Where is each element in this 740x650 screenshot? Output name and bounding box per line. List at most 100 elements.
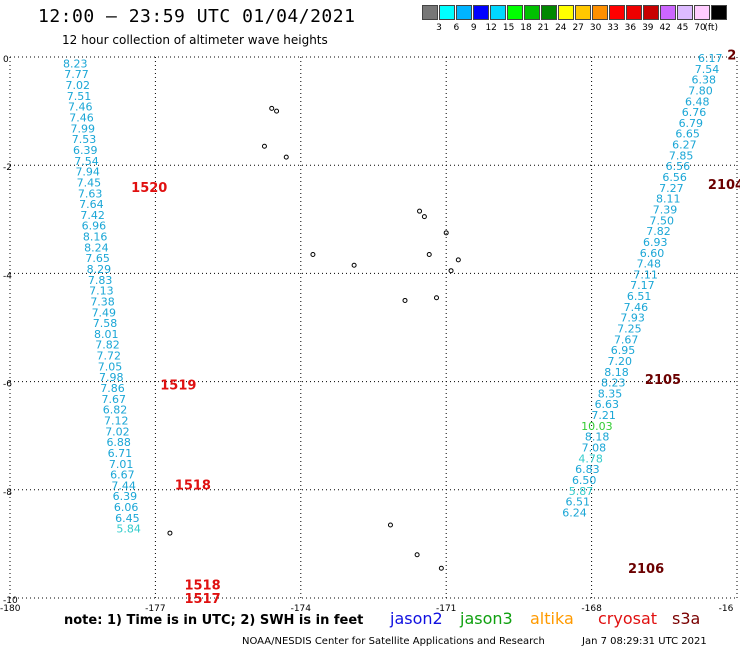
wave-height-value: 7.63 — [78, 187, 103, 200]
wave-height-value: 6.45 — [115, 512, 140, 525]
wave-height-value: 8.23 — [601, 377, 626, 390]
page-subtitle: 12 hour collection of altimeter wave hei… — [62, 33, 328, 47]
page-title: 12:00 — 23:59 UTC 01/04/2021 — [38, 6, 356, 27]
wave-height-value: 7.21 — [591, 409, 616, 422]
color-scale-tick: 42 — [659, 23, 671, 33]
pass-time-label: 2105 — [645, 373, 681, 388]
color-scale-tick: 70 — [694, 23, 706, 33]
color-scale-tick: 27 — [572, 23, 584, 33]
color-swatch — [490, 5, 506, 20]
mission-label-s3a: s3a — [672, 609, 701, 628]
wave-height-value: 8.18 — [585, 431, 610, 444]
wave-height-value: 8.24 — [84, 241, 109, 254]
color-scale-tick: 12 — [485, 23, 497, 33]
latitude-tick-label: -2 — [3, 163, 12, 173]
island-outline — [448, 268, 454, 274]
island-outline — [421, 214, 427, 220]
latitude-tick-label: -8 — [3, 488, 12, 498]
color-scale-tick: 33 — [607, 23, 619, 33]
island-outline — [438, 565, 444, 571]
color-scale-tick: 3 — [436, 23, 442, 33]
wave-height-value: 6.83 — [575, 463, 600, 476]
wave-height-value: 6.39 — [113, 490, 138, 503]
longitude-tick-label: -174 — [291, 604, 312, 614]
wave-height-value: 6.71 — [108, 447, 133, 460]
wave-height-value: 7.93 — [620, 312, 645, 325]
longitude-tick-label: -171 — [436, 604, 456, 614]
wave-height-value: 7.38 — [90, 295, 115, 308]
wave-height-value: 7.67 — [614, 333, 639, 346]
color-scale-tick: 15 — [502, 23, 515, 33]
color-swatch — [592, 5, 608, 20]
wave-height-value: 7.45 — [77, 176, 102, 189]
longitude-tick-label: -16 — [719, 604, 734, 614]
color-swatch — [456, 5, 472, 20]
wave-height-value: 7.94 — [75, 166, 100, 179]
pass-time-label: 2 — [727, 48, 736, 63]
color-scale-unit: (ft) — [704, 23, 718, 33]
generated-timestamp: Jan 7 08:29:31 UTC 2021 — [582, 636, 707, 647]
color-scale-tick: 9 — [470, 23, 477, 33]
island-outline — [274, 108, 280, 114]
wave-height-value: 6.51 — [627, 290, 652, 303]
color-scale-tick: 30 — [589, 23, 602, 33]
wave-height-value: 6.88 — [106, 436, 131, 449]
wave-height-value: 7.27 — [659, 182, 684, 195]
wave-height-value: 7.17 — [630, 279, 655, 292]
island-outline — [455, 257, 461, 263]
wave-height-value: 8.01 — [94, 328, 119, 341]
wave-height-value: 7.11 — [633, 268, 658, 281]
wave-height-value: 6.24 — [562, 506, 587, 519]
color-scale-tick: 39 — [642, 23, 654, 33]
island-outline — [261, 143, 267, 149]
wave-height-value: 7.54 — [74, 155, 99, 168]
wave-height-value: 8.35 — [598, 387, 623, 400]
wave-height-value: 6.82 — [103, 404, 128, 417]
color-swatch — [694, 5, 710, 20]
wave-height-value: 7.25 — [617, 323, 642, 336]
wave-height-value: 7.12 — [104, 414, 129, 427]
mission-label-jason3: jason3 — [460, 609, 513, 628]
color-swatch — [643, 5, 659, 20]
island-outline — [351, 262, 357, 268]
wave-height-value: 7.48 — [637, 258, 662, 271]
wave-height-value: 7.13 — [89, 285, 114, 298]
pass-time-label: 2104 — [708, 178, 740, 193]
wave-height-value: 5.84 — [116, 523, 141, 536]
wave-height-value: 6.56 — [666, 160, 691, 173]
wave-height-value: 6.38 — [691, 74, 716, 87]
color-scale-tick: 24 — [555, 23, 567, 33]
wave-height-value: 7.02 — [66, 79, 91, 92]
wave-height-value: 8.16 — [83, 231, 108, 244]
wave-height-value: 7.77 — [64, 68, 89, 81]
pass-time-label: 1518 — [175, 478, 211, 493]
wave-height-value: 4.78 — [578, 452, 603, 465]
color-swatch — [558, 5, 574, 20]
wave-height-value: 6.63 — [595, 398, 620, 411]
island-outline — [387, 522, 393, 528]
axis-labels: -180 -177 -174 -171 -168 -16 0 -2 -4 -6 -8 -10 — [0, 55, 734, 614]
wave-height-value: 7.51 — [67, 90, 92, 103]
wave-height-value: 7.85 — [669, 149, 694, 162]
wave-height-value: 7.46 — [68, 101, 93, 114]
wave-height-value: 6.06 — [114, 501, 139, 514]
wave-height-value: 6.67 — [110, 469, 135, 482]
island-outlines — [167, 105, 461, 571]
wave-height-value: 7.05 — [98, 360, 123, 373]
wave-height-value: 6.95 — [611, 344, 636, 357]
pass-time-label: 1520 — [131, 181, 167, 196]
wave-height-value: 7.39 — [653, 203, 678, 216]
pass-time-label: 1519 — [160, 378, 196, 393]
wave-height-value: 6.48 — [685, 95, 710, 108]
wave-height-value: 7.72 — [97, 350, 122, 363]
color-swatch — [575, 5, 591, 20]
color-swatch — [439, 5, 455, 20]
color-scale-tick: 6 — [453, 23, 460, 33]
wave-height-value: 7.80 — [688, 84, 713, 97]
wave-height-value: 6.65 — [675, 128, 700, 141]
wave-height-value: 7.58 — [93, 317, 118, 330]
wave-height-value: 6.51 — [565, 496, 590, 509]
latitude-tick-label: -4 — [3, 271, 12, 281]
wave-height-value: 7.49 — [92, 306, 117, 319]
